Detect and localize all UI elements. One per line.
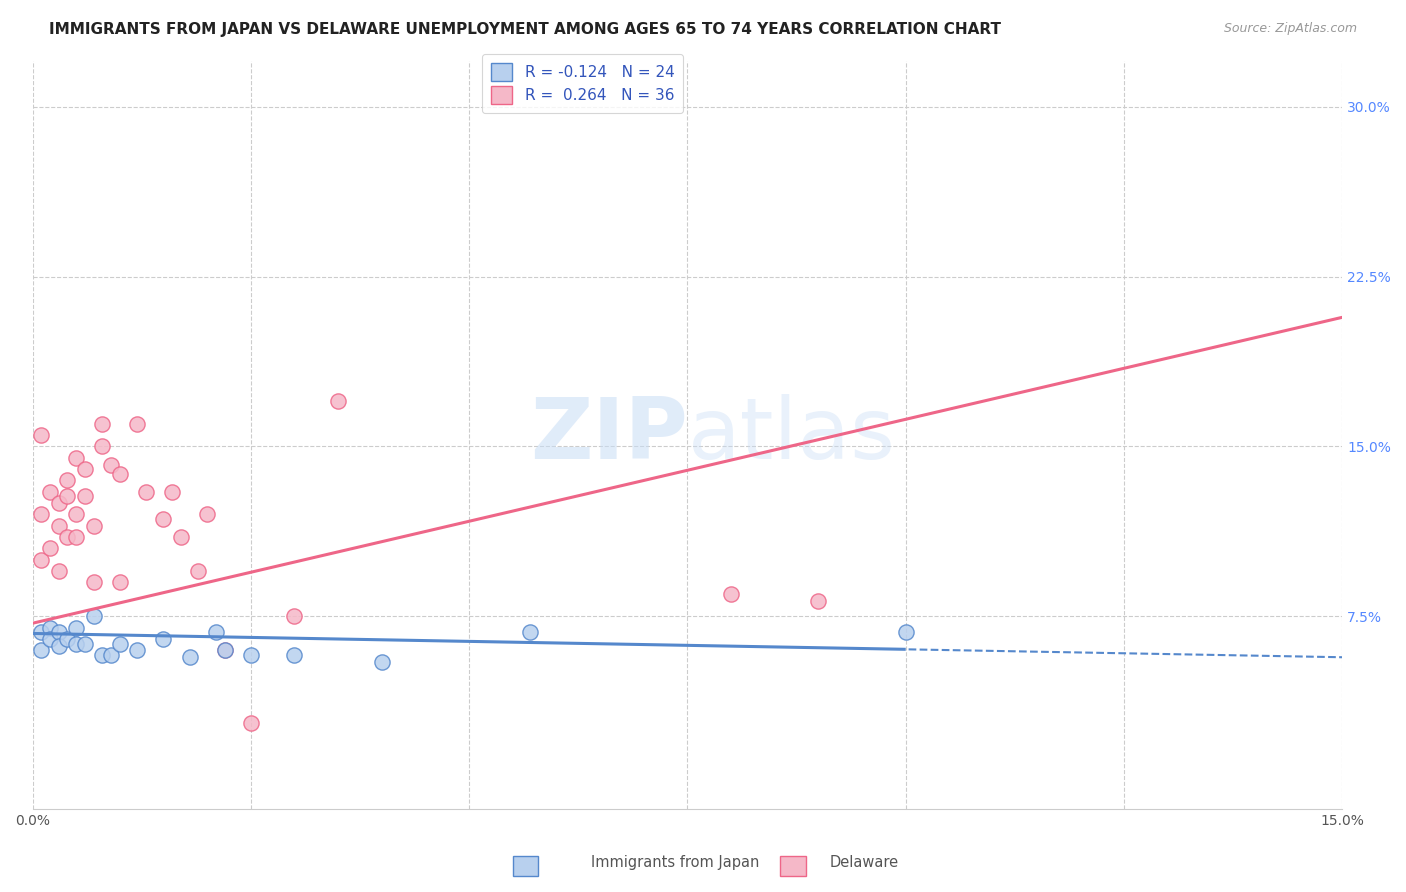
Point	[73, 462, 96, 476]
Point	[108, 467, 131, 481]
Point	[205, 625, 228, 640]
Text: Delaware: Delaware	[830, 855, 898, 870]
Point	[152, 632, 174, 646]
Point	[170, 530, 193, 544]
Point	[30, 553, 52, 567]
Point	[73, 637, 96, 651]
Point	[100, 458, 122, 472]
Point	[56, 474, 79, 488]
Point	[326, 394, 349, 409]
Text: atlas: atlas	[688, 393, 896, 476]
Point	[135, 484, 157, 499]
Legend: R = -0.124   N = 24, R =  0.264   N = 36: R = -0.124 N = 24, R = 0.264 N = 36	[482, 54, 683, 113]
Point	[239, 648, 262, 662]
Point	[152, 512, 174, 526]
Point	[65, 450, 87, 465]
Point	[371, 655, 394, 669]
Point	[56, 489, 79, 503]
Point	[195, 508, 218, 522]
Point	[48, 496, 70, 510]
Point	[91, 648, 114, 662]
Text: Immigrants from Japan: Immigrants from Japan	[591, 855, 759, 870]
Point	[30, 428, 52, 442]
Point	[83, 575, 105, 590]
Point	[91, 440, 114, 454]
Point	[39, 632, 62, 646]
Point	[65, 508, 87, 522]
Point	[127, 643, 149, 657]
Point	[30, 643, 52, 657]
Point	[30, 508, 52, 522]
Point	[160, 484, 183, 499]
Point	[65, 530, 87, 544]
Point	[214, 643, 236, 657]
Point	[108, 575, 131, 590]
Point	[39, 621, 62, 635]
Point	[100, 648, 122, 662]
Point	[239, 715, 262, 730]
Point	[48, 625, 70, 640]
Point	[519, 625, 541, 640]
Point	[720, 587, 742, 601]
Point	[65, 621, 87, 635]
Point	[48, 518, 70, 533]
Point	[187, 564, 209, 578]
Point	[73, 489, 96, 503]
Point	[108, 637, 131, 651]
Point	[83, 518, 105, 533]
Point	[283, 648, 305, 662]
Point	[283, 609, 305, 624]
Text: IMMIGRANTS FROM JAPAN VS DELAWARE UNEMPLOYMENT AMONG AGES 65 TO 74 YEARS CORRELA: IMMIGRANTS FROM JAPAN VS DELAWARE UNEMPL…	[49, 22, 1001, 37]
Point	[91, 417, 114, 431]
Point	[214, 643, 236, 657]
Point	[894, 625, 917, 640]
Point	[56, 530, 79, 544]
Text: Source: ZipAtlas.com: Source: ZipAtlas.com	[1223, 22, 1357, 36]
Point	[127, 417, 149, 431]
Point	[48, 639, 70, 653]
Point	[39, 484, 62, 499]
Point	[179, 650, 201, 665]
Point	[65, 637, 87, 651]
Text: ZIP: ZIP	[530, 393, 688, 476]
Point	[83, 609, 105, 624]
Point	[56, 632, 79, 646]
Point	[48, 564, 70, 578]
Point	[30, 625, 52, 640]
Point	[807, 593, 830, 607]
Point	[39, 541, 62, 556]
